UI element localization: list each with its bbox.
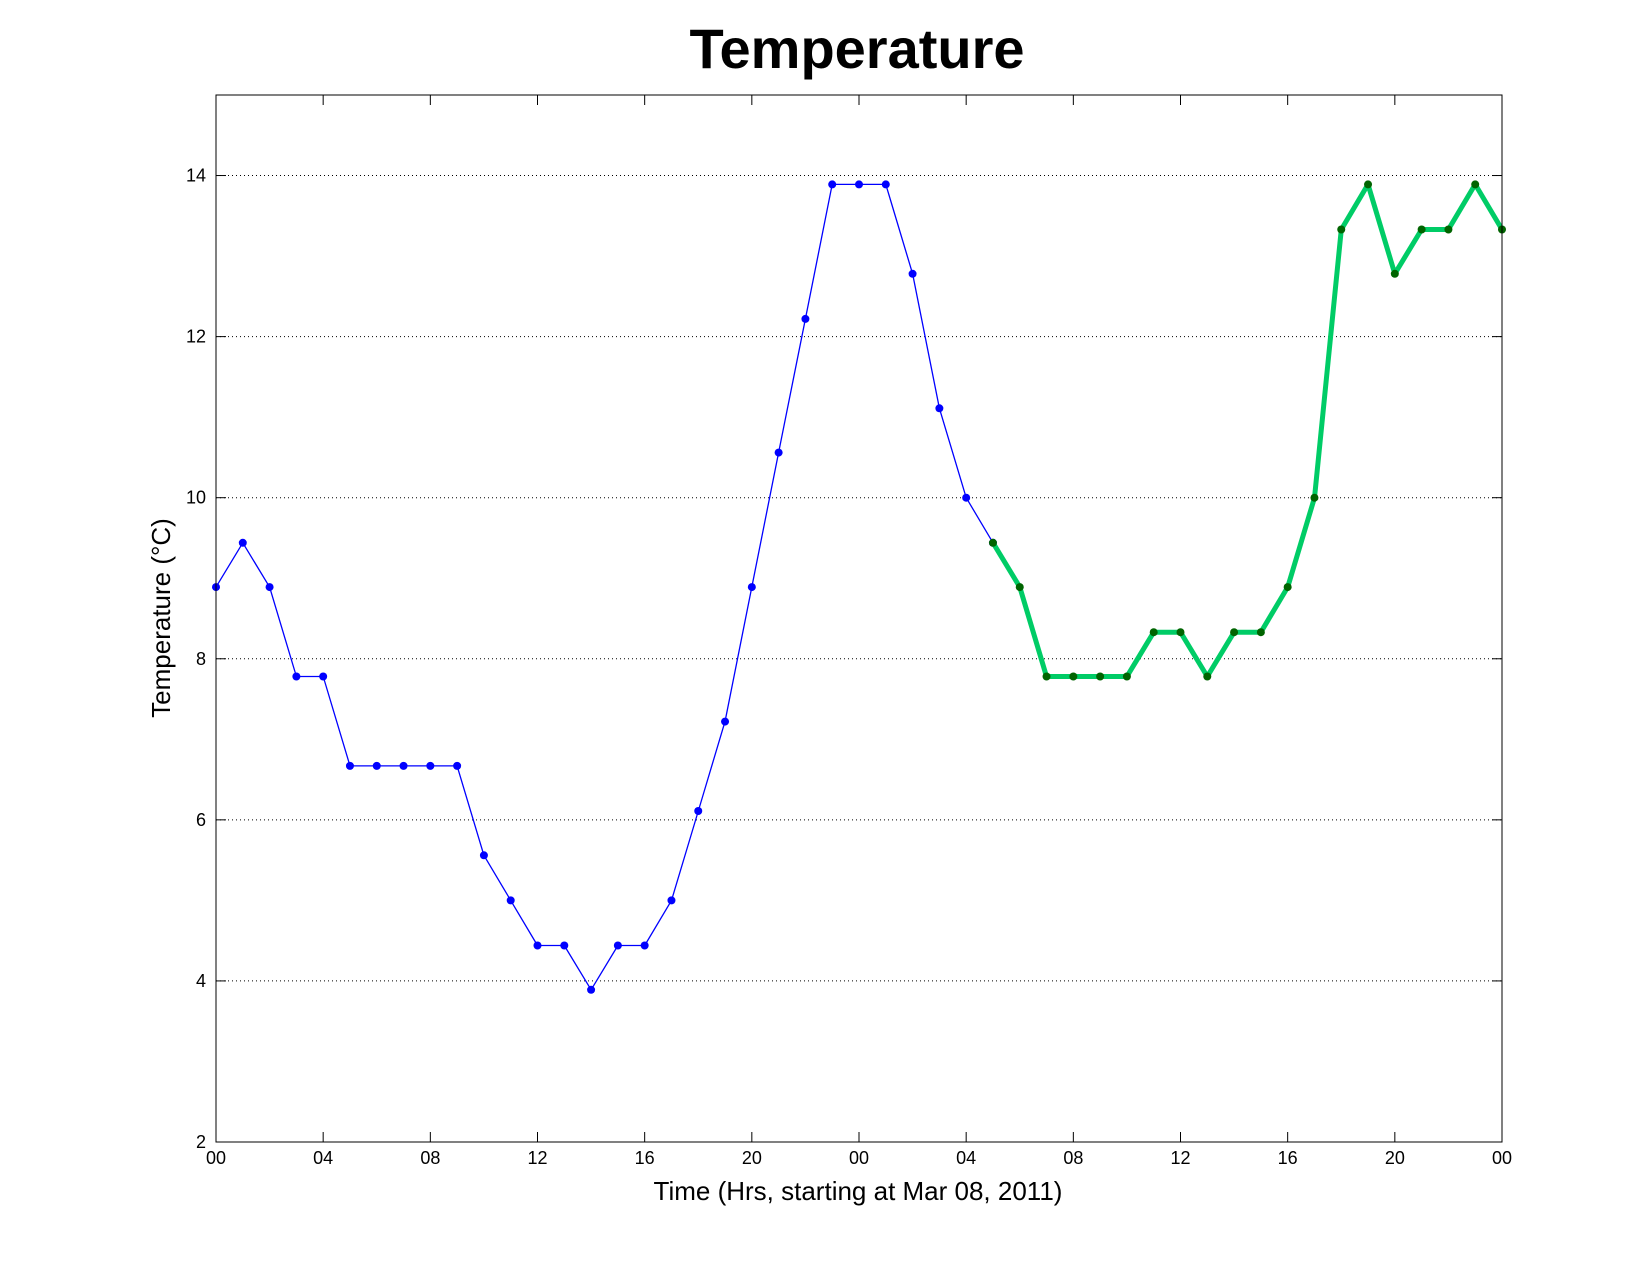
data-point [1122,672,1131,681]
series-group [212,180,1506,994]
data-point [828,180,837,189]
data-point [908,269,917,278]
x-tick-label: 08 [420,1148,440,1168]
y-tick-label: 2 [196,1132,206,1152]
data-point [721,717,730,726]
x-axis-label: Time (Hrs, starting at Mar 08, 2011) [654,1176,1063,1206]
data-point [1203,672,1212,681]
data-point [1444,225,1453,234]
chart-title: Temperature [689,17,1024,80]
y-axis-label: Temperature (°C) [146,518,176,718]
x-tick-label: 04 [956,1148,976,1168]
x-tick-label: 12 [527,1148,547,1168]
x-tick-label: 20 [1385,1148,1405,1168]
data-point [1149,628,1158,637]
data-point [1096,672,1105,681]
data-point [1176,628,1185,637]
data-point [935,404,944,413]
plot-frame [215,94,1503,1143]
data-point [1417,225,1426,234]
x-axis-ticks: 00 04 08 12 16 20 00 04 08 12 16 20 00 [206,95,1512,1168]
data-point [560,941,569,950]
data-point [1337,225,1346,234]
data-point [1471,180,1480,189]
data-point [1310,493,1319,502]
data-point [345,761,354,770]
x-tick-label: 04 [313,1148,333,1168]
data-point [881,180,890,189]
data-point [479,851,488,860]
data-point [667,896,676,905]
data-point [399,761,408,770]
data-point [533,941,542,950]
y-tick-label: 6 [196,810,206,830]
x-tick-label: 12 [1170,1148,1190,1168]
series-line-1 [215,183,994,991]
data-point [1230,628,1239,637]
data-point [1390,269,1399,278]
y-tick-label: 8 [196,649,206,669]
data-point [1256,628,1265,637]
data-point [238,538,247,547]
data-point [747,583,756,592]
data-point [319,672,328,681]
data-point [1042,672,1051,681]
data-point [453,761,462,770]
data-point [640,941,649,950]
grid-lines [216,175,1502,982]
y-axis-ticks: 2 4 6 8 10 12 14 [186,166,1502,1152]
x-tick-label: 16 [1278,1148,1298,1168]
data-point [1283,583,1292,592]
data-point [855,180,863,189]
data-point [1015,583,1024,592]
data-point [587,985,596,994]
y-tick-label: 14 [186,166,206,186]
x-tick-label: 20 [742,1148,762,1168]
data-point [506,896,515,905]
data-point [265,583,274,592]
data-point [1364,180,1373,189]
data-point [774,448,783,457]
y-tick-label: 12 [186,327,206,347]
data-point [1069,672,1078,681]
data-point [613,941,622,950]
data-point [372,761,381,770]
x-tick-label: 00 [1492,1148,1512,1168]
data-point [292,672,301,681]
series-line-2 [990,181,1505,679]
x-tick-label: 08 [1063,1148,1083,1168]
x-tick-label: 00 [849,1148,869,1168]
data-point [694,806,703,815]
data-point [426,761,435,770]
x-tick-label: 00 [206,1148,226,1168]
y-tick-label: 10 [186,488,206,508]
x-tick-label: 16 [635,1148,655,1168]
data-point [962,493,971,502]
data-point [988,538,997,547]
y-tick-label: 4 [196,971,206,991]
data-point [801,314,810,323]
